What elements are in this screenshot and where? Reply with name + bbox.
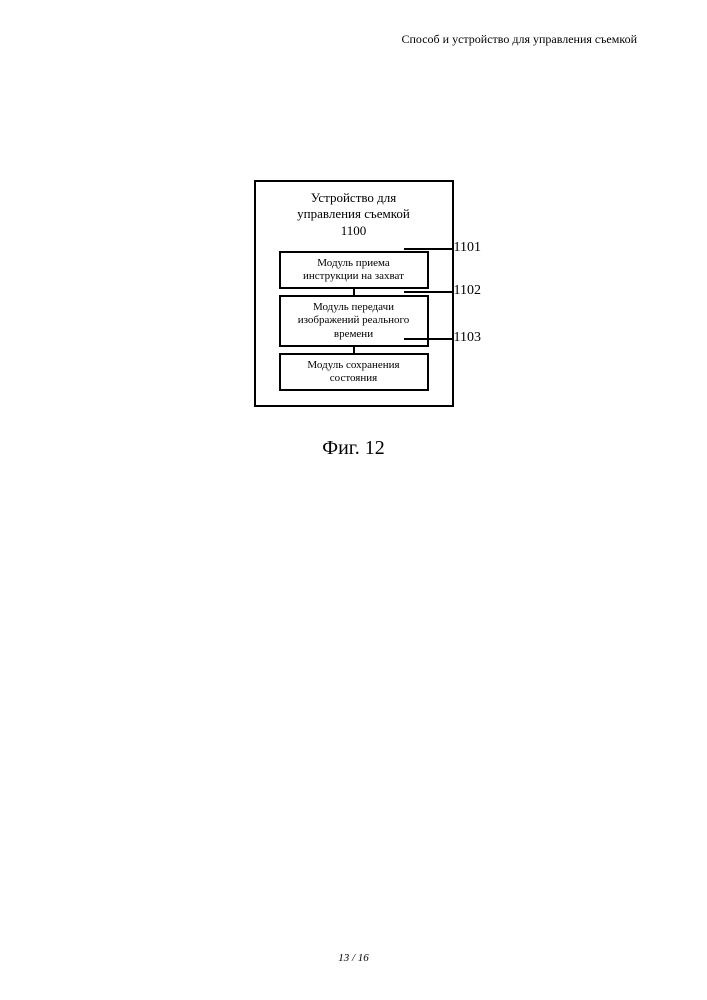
device-title-line2: управления съемкой bbox=[297, 206, 410, 221]
module-2-line1: Модуль передачи bbox=[313, 301, 394, 313]
module-1-line2: инструкции на захват bbox=[303, 270, 404, 282]
module-2-line3: времени bbox=[334, 328, 373, 340]
figure-area: Устройство для управления съемкой 1100 М… bbox=[0, 180, 707, 460]
diagram-wrap: Устройство для управления съемкой 1100 М… bbox=[204, 180, 504, 407]
device-ref-number: 1100 bbox=[341, 223, 367, 238]
figure-caption: Фиг. 12 bbox=[322, 437, 384, 460]
module-3-line1: Модуль сохранения bbox=[307, 359, 399, 371]
device-title: Устройство для управления съемкой 1100 bbox=[297, 190, 410, 239]
page: Способ и устройство для управления съемк… bbox=[0, 0, 707, 1000]
ref-label-1103: 1103 bbox=[454, 330, 481, 346]
module-2-line2: изображений реального bbox=[298, 314, 410, 326]
page-footer: 13 / 16 bbox=[0, 952, 707, 964]
device-title-line1: Устройство для bbox=[311, 190, 397, 205]
lead-line-1101 bbox=[404, 248, 452, 250]
module-box-3: Модуль сохранения состояния bbox=[279, 353, 429, 391]
header-title: Способ и устройство для управления съемк… bbox=[401, 32, 637, 46]
page-header: Способ и устройство для управления съемк… bbox=[0, 32, 707, 47]
page-number: 13 / 16 bbox=[338, 952, 369, 964]
module-3-line2: состояния bbox=[330, 372, 377, 384]
device-box: Устройство для управления съемкой 1100 М… bbox=[254, 180, 454, 407]
lead-line-1102 bbox=[404, 291, 452, 293]
lead-line-1103 bbox=[404, 338, 452, 340]
ref-label-1101: 1101 bbox=[454, 240, 481, 256]
module-1-line1: Модуль приема bbox=[317, 257, 389, 269]
module-box-1: Модуль приема инструкции на захват bbox=[279, 251, 429, 289]
ref-label-1102: 1102 bbox=[454, 283, 481, 299]
